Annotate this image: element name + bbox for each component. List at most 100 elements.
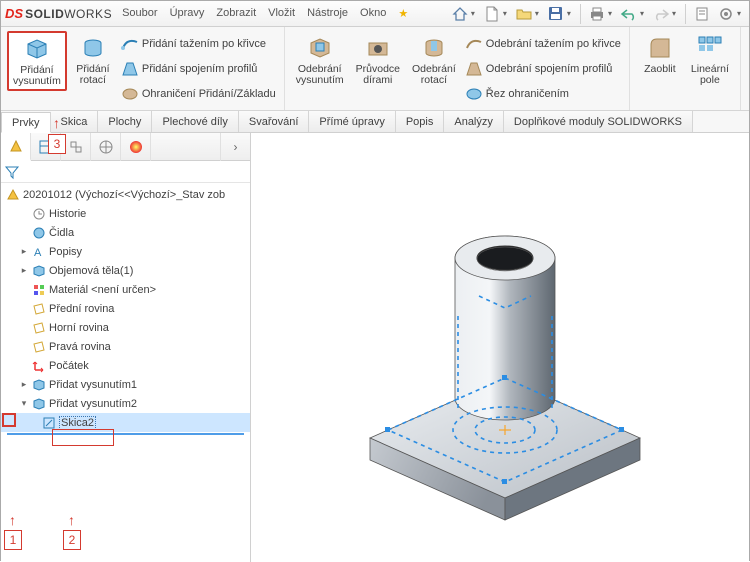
dropdown-icon[interactable]: ▾ (672, 9, 676, 18)
callout-2: 2 (63, 530, 81, 550)
display-icon (128, 139, 144, 155)
loft-cut-button[interactable]: Odebrání spojením profilů (463, 56, 623, 81)
material-icon (31, 282, 47, 298)
filter-bar (1, 161, 250, 183)
tab-annotations[interactable]: Popis (396, 111, 445, 132)
extrude-cut-label: Odebrání vysunutím (296, 64, 344, 86)
undo-icon[interactable] (618, 3, 640, 25)
settings-icon[interactable] (715, 3, 737, 25)
menu-insert[interactable]: Vložit (268, 7, 295, 20)
annotation-icon: A (31, 244, 47, 260)
fillet-button[interactable]: Zaoblit (636, 31, 684, 78)
tree-extrude1[interactable]: ▸Přidat vysunutím1 (1, 375, 250, 394)
tree-material[interactable]: Materiál <není určen> (1, 280, 250, 299)
boundary-boss-button[interactable]: Ohraničení Přidání/Základu (119, 81, 278, 106)
main-menu: Soubor Úpravy Zobrazit Vložit Nástroje O… (122, 7, 408, 20)
expand-icon[interactable]: ▸ (19, 379, 29, 390)
new-icon[interactable] (481, 3, 503, 25)
revolve-cut-label: Odebrání rotací (412, 64, 456, 86)
tab-features[interactable]: Prvky (1, 112, 51, 133)
graphics-area[interactable] (251, 133, 749, 562)
part-icon (5, 187, 21, 203)
feature-manager-panel: › 20201012 (Výchozí<<Výchozí>_Stav zob H… (1, 133, 251, 562)
logo-text: SOLIDWORKS (25, 7, 112, 21)
chevron-right-icon: › (234, 140, 238, 154)
arrow-up-icon: ↑ (9, 512, 16, 528)
menu-edit[interactable]: Úpravy (170, 7, 205, 20)
redo-icon[interactable] (650, 3, 672, 25)
menu-star-icon[interactable]: ★ (398, 7, 408, 20)
extrude-boss-button[interactable]: Přidání vysunutím (7, 31, 67, 91)
tree-top-plane[interactable]: Horní rovina (1, 318, 250, 337)
title-bar: DS SOLIDWORKS Soubor Úpravy Zobrazit Vlo… (1, 1, 749, 27)
dropdown-icon[interactable]: ▾ (503, 9, 507, 18)
config-icon (68, 139, 84, 155)
tab-addins[interactable]: Doplňkové moduly SOLIDWORKS (504, 111, 693, 132)
tree-origin[interactable]: Počátek (1, 356, 250, 375)
panel-tab-more[interactable]: › (220, 133, 250, 161)
hole-wizard-button[interactable]: Průvodce dírami (351, 31, 405, 89)
options-icon[interactable] (691, 3, 713, 25)
dropdown-icon[interactable]: ▾ (640, 9, 644, 18)
tab-weldments[interactable]: Svařování (239, 111, 310, 132)
open-icon[interactable] (513, 3, 535, 25)
extrude-boss-label: Přidání vysunutím (13, 65, 61, 87)
history-icon (31, 206, 47, 222)
tree-sensors[interactable]: Čidla (1, 223, 250, 242)
revolve-cut-button[interactable]: Odebrání rotací (407, 31, 461, 89)
menu-view[interactable]: Zobrazit (216, 7, 256, 20)
panel-tab-dimxpert[interactable] (91, 133, 121, 161)
panel-tab-display[interactable] (121, 133, 151, 161)
linear-pattern-button[interactable]: Lineární pole (686, 31, 734, 89)
tab-sheetmetal[interactable]: Plechové díly (152, 111, 238, 132)
dimxpert-icon (98, 139, 114, 155)
revolve-boss-button[interactable]: Přidání rotací (69, 31, 117, 89)
menu-tools[interactable]: Nástroje (307, 7, 348, 20)
plane-icon (31, 339, 47, 355)
tab-evaluate[interactable]: Analýzy (444, 111, 504, 132)
print-icon[interactable] (586, 3, 608, 25)
tab-surfaces[interactable]: Plochy (98, 111, 152, 132)
tab-direct-edit[interactable]: Přímé úpravy (309, 111, 395, 132)
extrude-cut-button[interactable]: Odebrání vysunutím (291, 31, 349, 89)
dropdown-icon[interactable]: ▾ (471, 9, 475, 18)
swept-boss-button[interactable]: Přidání tažením po křivce (119, 31, 278, 56)
menu-window[interactable]: Okno (360, 7, 386, 20)
boundary-cut-button[interactable]: Řez ohraničením (463, 81, 623, 106)
hole-wizard-label: Průvodce dírami (356, 64, 400, 86)
revolve-icon (79, 34, 107, 62)
dropdown-icon[interactable]: ▾ (535, 9, 539, 18)
revolve-boss-label: Přidání rotací (76, 64, 109, 86)
arrow-up-icon: ↑ (68, 512, 75, 528)
expand-icon[interactable]: ▸ (19, 246, 29, 257)
panel-tab-tree[interactable] (1, 133, 31, 161)
dropdown-icon[interactable]: ▾ (567, 9, 571, 18)
rollback-bar[interactable] (7, 433, 244, 435)
dropdown-icon[interactable]: ▾ (737, 9, 741, 18)
tree-extrude2[interactable]: ▾Přidat vysunutím2 (1, 394, 250, 413)
dropdown-icon[interactable]: ▾ (608, 9, 612, 18)
swept-cut-button[interactable]: Odebrání tažením po křivce (463, 31, 623, 56)
tree-annotations[interactable]: ▸APopisy (1, 242, 250, 261)
solid-body-icon (31, 263, 47, 279)
tree-root[interactable]: 20201012 (Výchozí<<Výchozí>_Stav zob (1, 185, 250, 204)
tree-solid-bodies[interactable]: ▸Objemová těla(1) (1, 261, 250, 280)
save-icon[interactable] (545, 3, 567, 25)
model-render (310, 168, 690, 528)
loft-boss-button[interactable]: Přidání spojením profilů (119, 56, 278, 81)
callout-3: 3 (48, 134, 66, 154)
logo-ds: DS (5, 6, 23, 21)
tree-history[interactable]: Historie (1, 204, 250, 223)
tree-front-plane[interactable]: Přední rovina (1, 299, 250, 318)
expand-icon[interactable]: ▸ (19, 265, 29, 276)
collapse-icon[interactable]: ▾ (19, 398, 29, 409)
tree-sketch2[interactable]: Skica2 (1, 413, 250, 432)
home-icon[interactable] (449, 3, 471, 25)
filter-icon[interactable] (5, 165, 19, 179)
menu-file[interactable]: Soubor (122, 7, 157, 20)
tree-right-plane[interactable]: Pravá rovina (1, 337, 250, 356)
sensor-icon (31, 225, 47, 241)
panel-tabs: › (1, 133, 250, 161)
plane-icon (31, 301, 47, 317)
quick-access-toolbar: ▾ ▾ ▾ ▾ ▾ ▾ ▾ ▾ (449, 3, 745, 25)
